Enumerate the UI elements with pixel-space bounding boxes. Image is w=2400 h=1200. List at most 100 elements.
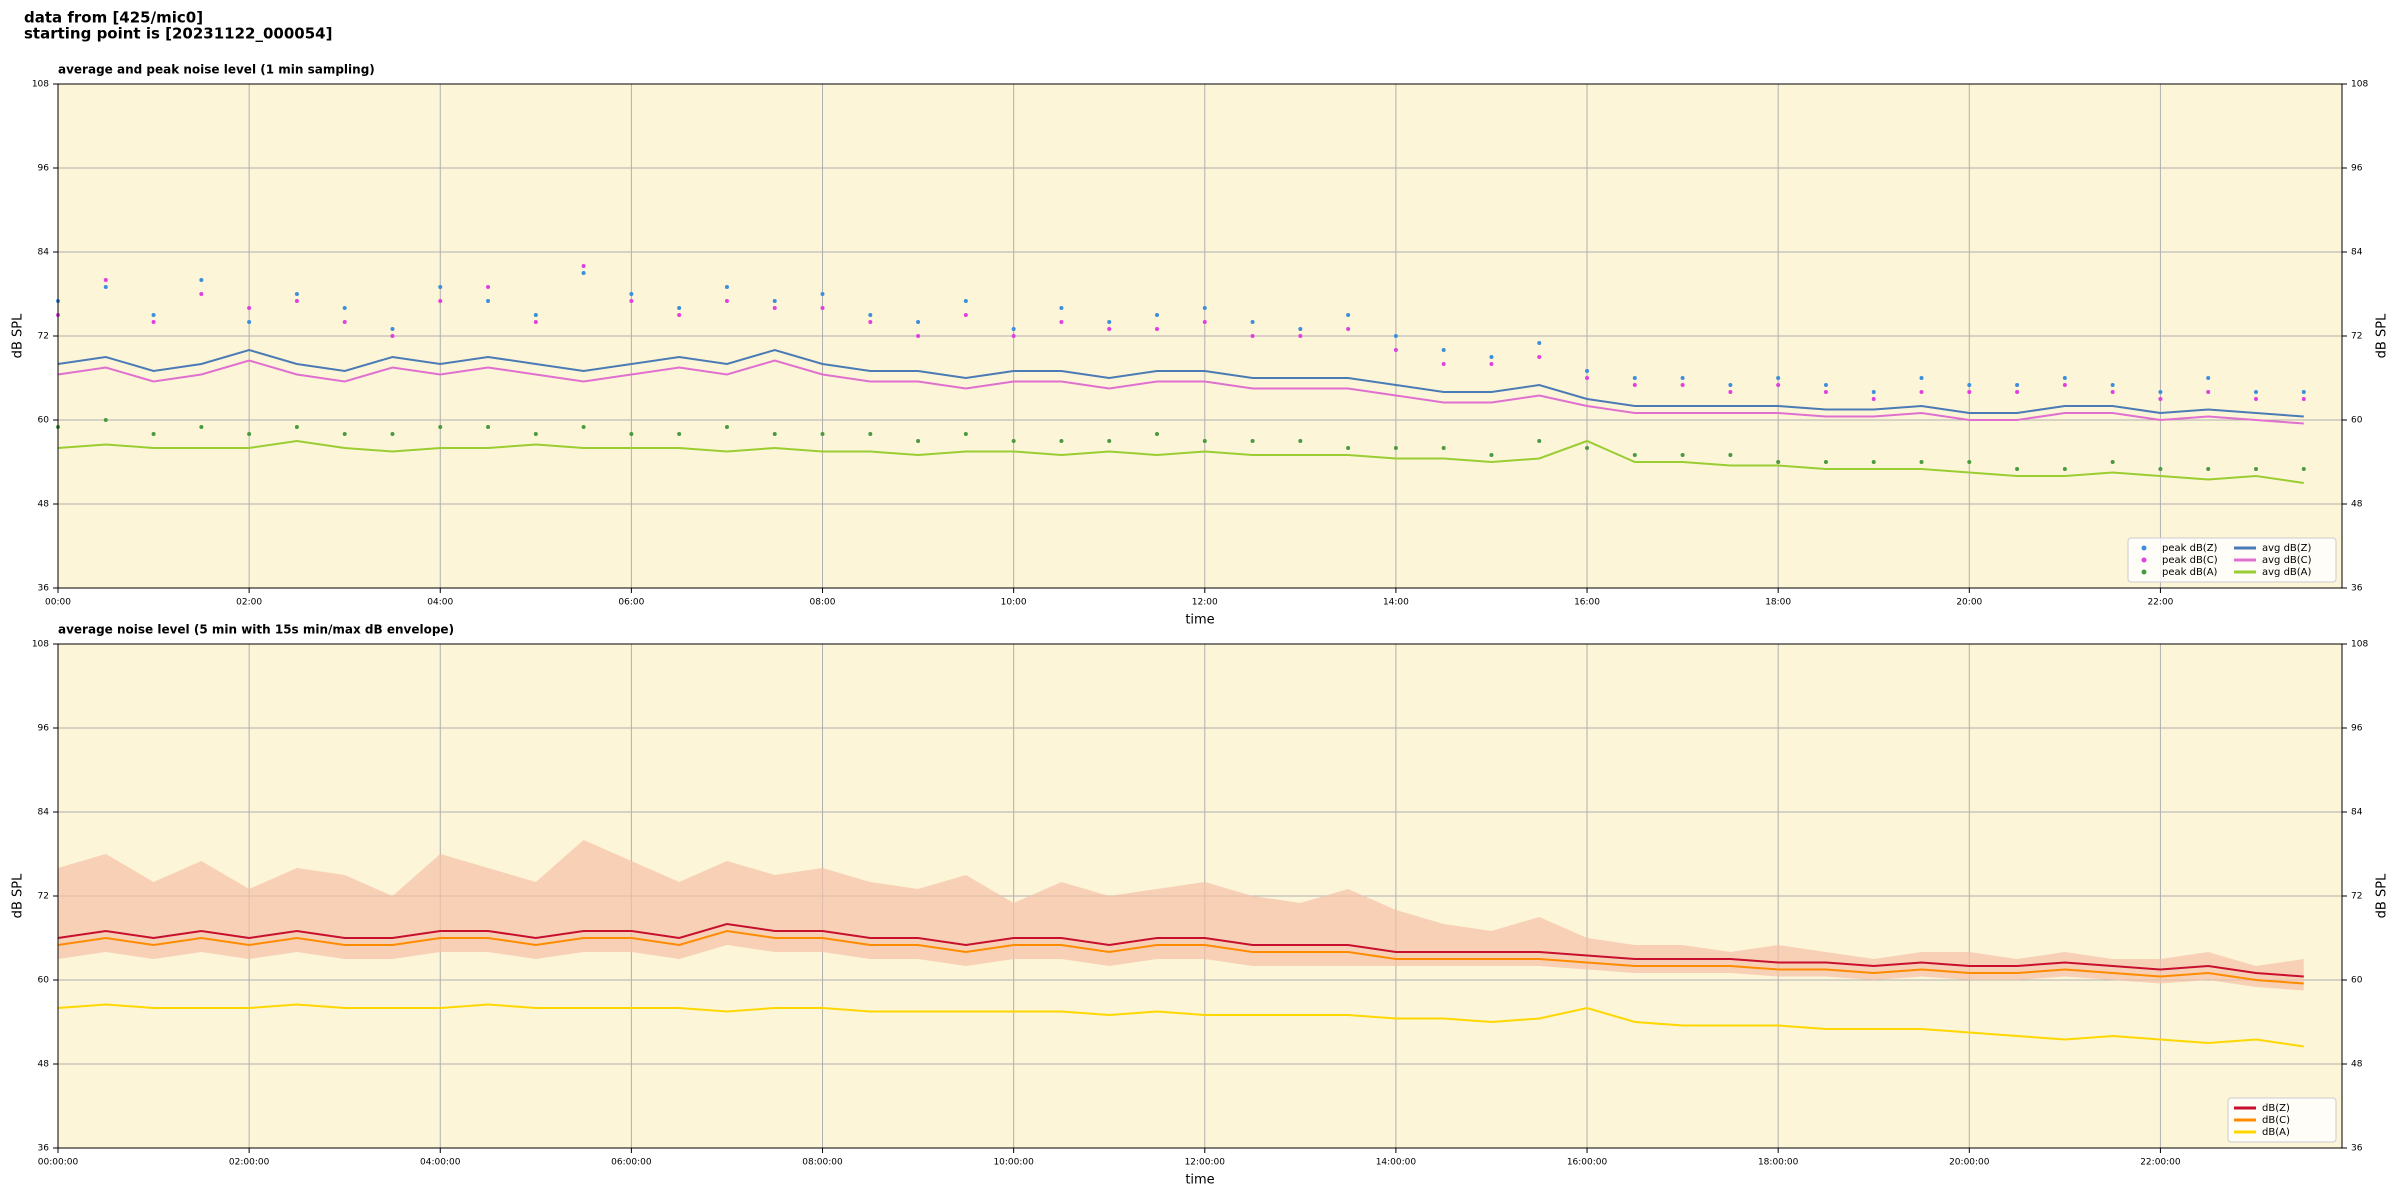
x-tick-label: 22:00 bbox=[2147, 598, 2173, 608]
peak-point bbox=[294, 299, 299, 303]
peak-point bbox=[1441, 348, 1446, 352]
peak-point bbox=[2110, 383, 2115, 387]
series-line bbox=[57, 359, 2304, 425]
peak-point bbox=[1871, 390, 1876, 394]
peak-point bbox=[1680, 453, 1685, 457]
y-tick-label: 48 bbox=[2351, 500, 2363, 510]
peak-point bbox=[1776, 460, 1781, 464]
peak-point bbox=[1250, 320, 1255, 324]
peak-point bbox=[1680, 383, 1685, 387]
peak-point bbox=[916, 320, 921, 324]
legend-label: peak dB(A) bbox=[2162, 567, 2218, 578]
peak-point bbox=[724, 299, 729, 303]
peak-point bbox=[1202, 320, 1207, 324]
peak-point bbox=[677, 432, 682, 436]
peak-point bbox=[486, 299, 491, 303]
y-tick-label: 72 bbox=[2351, 332, 2362, 342]
peak-point bbox=[677, 306, 682, 310]
legend-label: avg dB(C) bbox=[2262, 555, 2312, 566]
plot-frame bbox=[57, 643, 2343, 1149]
x-tick-label: 14:00:00 bbox=[1376, 1158, 1417, 1168]
peak-point bbox=[916, 334, 921, 338]
peak-point bbox=[199, 278, 204, 282]
chart-title: average noise level (5 min with 15s min/… bbox=[58, 623, 454, 637]
peak-point bbox=[2253, 467, 2258, 471]
peak-point bbox=[1107, 439, 1112, 443]
y-tick-label: 60 bbox=[2351, 976, 2363, 986]
peak-point bbox=[390, 432, 395, 436]
peak-point bbox=[151, 313, 156, 317]
legend-label: peak dB(C) bbox=[2162, 555, 2218, 566]
peak-point bbox=[247, 432, 252, 436]
peak-point bbox=[1393, 446, 1398, 450]
legend-label: dB(C) bbox=[2262, 1115, 2290, 1126]
peak-point bbox=[1489, 355, 1494, 359]
x-axis-label: time bbox=[1185, 613, 1214, 628]
y-tick-label: 48 bbox=[38, 500, 50, 510]
x-tick-label: 04:00 bbox=[427, 598, 453, 608]
peak-point bbox=[1298, 334, 1303, 338]
peak-point bbox=[1393, 348, 1398, 352]
x-tick-label: 20:00:00 bbox=[1949, 1158, 1990, 1168]
x-tick-label: 06:00 bbox=[618, 598, 644, 608]
peak-point bbox=[1632, 383, 1637, 387]
y-tick-label: 108 bbox=[2351, 640, 2368, 650]
y-tick-label: 96 bbox=[2351, 724, 2363, 734]
peak-point bbox=[438, 285, 443, 289]
peak-point bbox=[247, 306, 252, 310]
peak-point bbox=[2158, 467, 2163, 471]
peak-point bbox=[1537, 341, 1542, 345]
peak-point bbox=[963, 299, 968, 303]
y-tick-label: 96 bbox=[2351, 164, 2363, 174]
y-tick-label: 48 bbox=[2351, 1060, 2363, 1070]
y-tick-label: 60 bbox=[2351, 416, 2363, 426]
peak-point bbox=[438, 425, 443, 429]
peak-point bbox=[2253, 390, 2258, 394]
peak-point bbox=[247, 320, 252, 324]
peak-point bbox=[1202, 439, 1207, 443]
peak-point bbox=[1585, 369, 1590, 373]
y-tick-label: 60 bbox=[38, 976, 50, 986]
peak-point bbox=[1154, 432, 1159, 436]
peak-point bbox=[1919, 376, 1924, 380]
peak-point bbox=[533, 320, 538, 324]
x-tick-label: 10:00 bbox=[1001, 598, 1027, 608]
peak-point bbox=[199, 292, 204, 296]
legend-label: dB(A) bbox=[2262, 1127, 2290, 1138]
peak-point bbox=[151, 320, 156, 324]
peak-point bbox=[820, 292, 825, 296]
peak-point bbox=[1059, 439, 1064, 443]
peak-point bbox=[342, 432, 347, 436]
x-tick-label: 08:00:00 bbox=[802, 1158, 843, 1168]
envelope-area bbox=[58, 840, 2304, 991]
series-line bbox=[57, 1003, 2304, 1048]
y-tick-label: 108 bbox=[32, 80, 49, 90]
peak-point bbox=[1537, 355, 1542, 359]
x-tick-label: 12:00:00 bbox=[1185, 1158, 1226, 1168]
legend-label: dB(Z) bbox=[2262, 1103, 2290, 1114]
peak-point bbox=[1250, 334, 1255, 338]
peak-point bbox=[1059, 320, 1064, 324]
peak-point bbox=[2110, 460, 2115, 464]
peak-point bbox=[2015, 383, 2020, 387]
plot-frame bbox=[57, 83, 2343, 589]
peak-point bbox=[1871, 397, 1876, 401]
peak-point bbox=[294, 292, 299, 296]
peak-point bbox=[103, 278, 108, 282]
peak-point bbox=[342, 320, 347, 324]
header-line: starting point is [20231122_000054] bbox=[24, 25, 332, 43]
peak-point bbox=[1728, 383, 1733, 387]
peak-point bbox=[1346, 446, 1351, 450]
peak-point bbox=[772, 306, 777, 310]
peak-point bbox=[1967, 460, 1972, 464]
x-tick-label: 06:00:00 bbox=[611, 1158, 652, 1168]
peak-point bbox=[1823, 390, 1828, 394]
peak-point bbox=[2062, 467, 2067, 471]
peak-point bbox=[390, 334, 395, 338]
peak-point bbox=[151, 432, 156, 436]
x-tick-label: 12:00 bbox=[1192, 598, 1218, 608]
peak-point bbox=[1871, 460, 1876, 464]
legend-marker bbox=[2141, 569, 2147, 575]
peak-point bbox=[1585, 446, 1590, 450]
